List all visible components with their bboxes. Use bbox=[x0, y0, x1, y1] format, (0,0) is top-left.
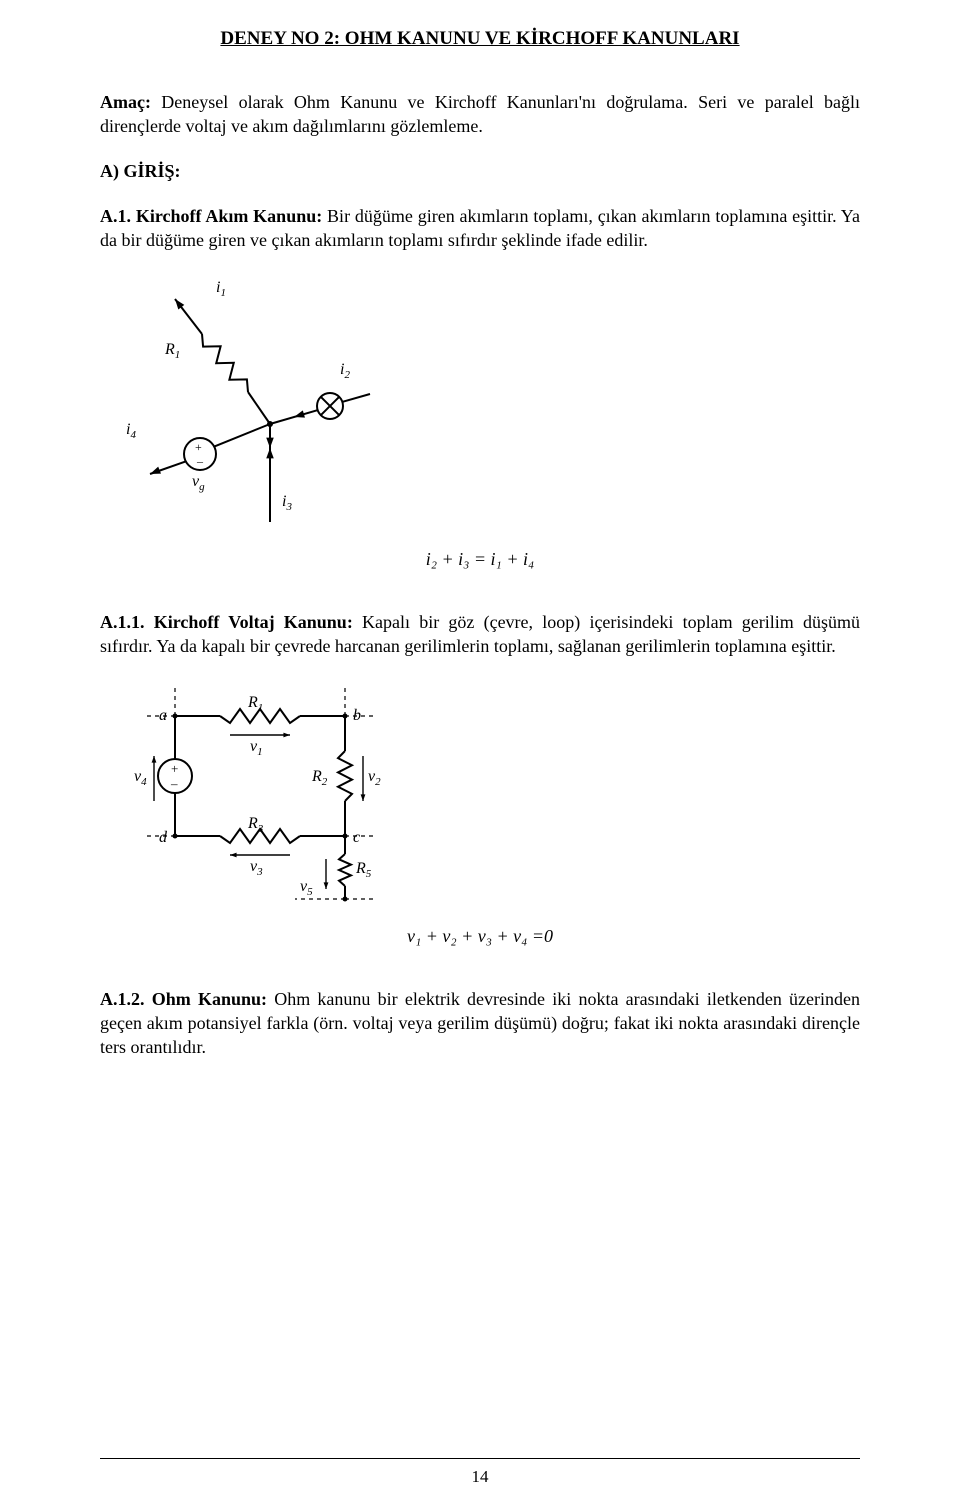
a11-label: A.1.1. Kirchoff Voltaj Kanunu: bbox=[100, 612, 353, 632]
svg-text:i2: i2 bbox=[340, 361, 350, 381]
svg-text:v5: v5 bbox=[300, 878, 313, 898]
svg-text:R2: R2 bbox=[311, 768, 328, 788]
amac-paragraph: Amaç: Deneysel olarak Ohm Kanunu ve Kirc… bbox=[100, 90, 860, 139]
a1-paragraph: A.1. Kirchoff Akım Kanunu: Bir düğüme gi… bbox=[100, 204, 860, 253]
svg-text:v4: v4 bbox=[134, 768, 147, 788]
equation-kcl: i₂ + i₃ = i₁ + i₄ bbox=[100, 549, 860, 570]
svg-text:v3: v3 bbox=[250, 858, 263, 878]
page-number: 14 bbox=[0, 1467, 960, 1487]
svg-text:–: – bbox=[196, 454, 204, 468]
section-a-heading: A) GİRİŞ: bbox=[100, 161, 860, 182]
kcl-circuit-svg: +– i1 i2 i3 i4 R1 vg bbox=[120, 274, 380, 534]
svg-text:R5: R5 bbox=[355, 860, 372, 880]
svg-text:vg: vg bbox=[192, 473, 205, 493]
a12-paragraph: A.1.2. Ohm Kanunu: Ohm kanunu bir elektr… bbox=[100, 987, 860, 1060]
svg-text:i3: i3 bbox=[282, 493, 292, 513]
figure-kvl: +– a b c d R1 R2 R3 R5 v1 v2 v3 v4 v5 bbox=[120, 681, 860, 916]
svg-text:–: – bbox=[170, 776, 178, 791]
svg-text:i4: i4 bbox=[126, 421, 136, 441]
page-title: DENEY NO 2: OHM KANUNU VE KİRCHOFF KANUN… bbox=[100, 28, 860, 50]
a11-paragraph: A.1.1. Kirchoff Voltaj Kanunu: Kapalı bi… bbox=[100, 610, 860, 659]
amac-text: Deneysel olarak Ohm Kanunu ve Kirchoff K… bbox=[100, 92, 860, 136]
footer-rule bbox=[100, 1458, 860, 1459]
kvl-circuit-svg: +– a b c d R1 R2 R3 R5 v1 v2 v3 v4 v5 bbox=[120, 681, 400, 911]
figure-kcl: +– i1 i2 i3 i4 R1 vg bbox=[120, 274, 860, 539]
svg-text:R1: R1 bbox=[247, 694, 263, 714]
svg-text:R3: R3 bbox=[247, 815, 264, 835]
a1-label: A.1. Kirchoff Akım Kanunu: bbox=[100, 206, 322, 226]
svg-text:b: b bbox=[353, 707, 361, 724]
svg-text:R1: R1 bbox=[164, 341, 180, 361]
amac-label: Amaç: bbox=[100, 92, 151, 112]
a12-label: A.1.2. Ohm Kanunu: bbox=[100, 989, 267, 1009]
svg-text:v1: v1 bbox=[250, 738, 263, 758]
svg-text:i1: i1 bbox=[216, 279, 226, 299]
svg-text:+: + bbox=[171, 761, 178, 776]
svg-text:v2: v2 bbox=[368, 768, 381, 788]
equation-kvl: v₁ + v₂ + v₃ + v₄ =0 bbox=[100, 926, 860, 947]
svg-text:+: + bbox=[195, 440, 202, 454]
svg-text:a: a bbox=[159, 707, 167, 724]
svg-text:c: c bbox=[353, 829, 360, 846]
svg-text:d: d bbox=[159, 829, 168, 846]
